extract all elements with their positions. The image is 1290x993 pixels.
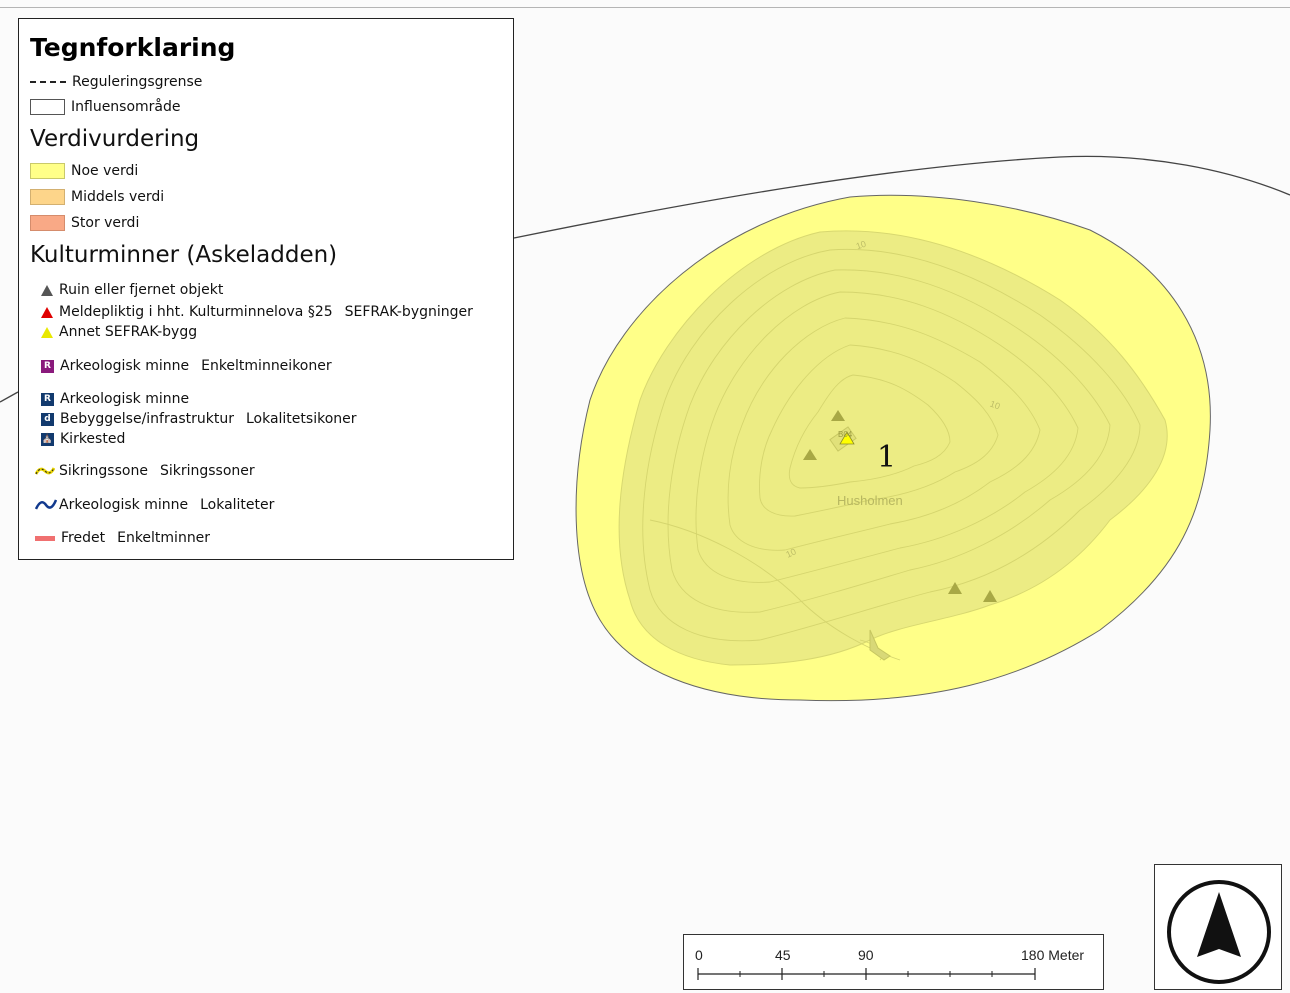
legend-panel: Tegnforklaring Reguleringsgrense Influen… (18, 18, 514, 560)
north-arrow-icon (1167, 880, 1271, 984)
legend-label: Bebyggelse/infrastruktur (60, 411, 234, 427)
legend-label: Meldepliktig i hht. Kulturminnelova §25 (59, 304, 333, 320)
legend-row-sikringssone: Sikringssone Sikringssoner (35, 463, 255, 479)
legend-label: Arkeologisk minne (60, 358, 190, 374)
legend-label: Noe verdi (71, 163, 139, 179)
site-number-label: 1 (877, 440, 897, 475)
ruin-marker-4 (983, 590, 997, 602)
legend-group-label: Lokalitetsikoner (245, 411, 357, 427)
yellow-triangle-icon (41, 326, 53, 338)
legend-label: Sikringssone (59, 463, 148, 479)
outline-swatch-icon (30, 99, 65, 115)
legend-label: Middels verdi (71, 189, 165, 205)
legend-label: Ruin eller fjernet objekt (59, 282, 224, 298)
legend-row-ruin: Ruin eller fjernet objekt (41, 282, 223, 298)
building-blue-icon: d (41, 412, 54, 426)
legend-group-label: Sikringssoner (159, 463, 255, 479)
legend-label: Reguleringsgrense (72, 74, 203, 90)
legend-group-label: Lokaliteter (200, 497, 275, 513)
legend-label: Arkeologisk minne (59, 497, 189, 513)
legend-row-arkeologisk-lokaliteter: Arkeologisk minne Lokaliteter (35, 497, 274, 513)
legend-label: Stor verdi (71, 215, 140, 231)
red-triangle-icon (41, 306, 53, 318)
legend-row-noe-verdi: Noe verdi (30, 163, 138, 179)
legend-section-kulturminner: Kulturminner (Askeladden) (30, 242, 338, 268)
legend-row-fredet: Fredet Enkeltminner (35, 530, 210, 546)
map-frame-top (0, 7, 1290, 8)
pier (869, 629, 891, 661)
scale-ruler (697, 968, 1036, 980)
church-blue-icon: ⛪ (41, 432, 54, 446)
legend-row-bebyggelse: d Bebyggelse/infrastruktur Lokalitetsiko… (41, 411, 357, 427)
legend-section-verdivurdering: Verdivurdering (30, 126, 200, 152)
red-bar-icon (35, 535, 55, 541)
legend-row-influensomrade: Influensområde (30, 99, 181, 115)
scale-label: 90 (858, 947, 874, 963)
archaeology-purple-icon: R (41, 359, 54, 373)
scale-label: 45 (775, 947, 791, 963)
legend-label: Arkeologisk minne (60, 391, 190, 407)
legend-group-label: Enkeltminneikoner (201, 358, 332, 374)
legend-label: Annet SEFRAK-bygg (59, 324, 198, 340)
legend-row-reguleringsgrense: Reguleringsgrense (30, 74, 202, 90)
legend-row-arkeologisk-enkeltminne: R Arkeologisk minne Enkeltminneikoner (41, 358, 332, 374)
legend-label: Influensområde (71, 99, 181, 115)
scale-label: 0 (695, 947, 703, 963)
legend-row-arkeologisk-lokalitet: R Arkeologisk minne (41, 391, 189, 407)
scale-label: 180 Meter (1021, 947, 1085, 963)
archaeology-blue-icon: R (41, 392, 54, 406)
boundary-line (513, 155, 1290, 239)
sikringssone-line-icon (35, 467, 55, 475)
ruin-marker-2 (803, 449, 817, 460)
legend-row-meldepliktig: Meldepliktig i hht. Kulturminnelova §25 … (41, 304, 473, 320)
sefrak-marker (839, 431, 855, 445)
boundary-line-left (0, 391, 19, 403)
legend-group-label: SEFRAK-bygninger (344, 304, 473, 320)
legend-row-annet-sefrak: Annet SEFRAK-bygg (41, 324, 197, 340)
legend-title: Tegnforklaring (30, 33, 236, 62)
scale-bar: 0 45 90 180 Meter (683, 934, 1104, 990)
orange-swatch-icon (30, 189, 65, 205)
legend-row-kirkested: ⛪ Kirkested (41, 431, 125, 447)
gray-triangle-icon (41, 284, 53, 296)
north-arrow (1154, 864, 1282, 990)
yellow-swatch-icon (30, 163, 65, 179)
island-husholmen (618, 230, 1168, 666)
building-label: B04 (838, 430, 853, 439)
place-name-label: Husholmen (837, 493, 903, 508)
ruin-marker-3 (948, 582, 962, 594)
legend-group-label: Enkeltminner (117, 530, 211, 546)
salmon-swatch-icon (30, 215, 65, 231)
legend-row-middels-verdi: Middels verdi (30, 189, 164, 205)
wave-line-icon (35, 499, 57, 510)
contour-lines (642, 248, 1141, 661)
legend-label: Fredet (61, 530, 106, 546)
legend-label: Kirkested (60, 431, 126, 447)
legend-row-stor-verdi: Stor verdi (30, 215, 139, 231)
dashed-line-icon (30, 81, 66, 83)
ruin-marker-1 (831, 410, 845, 421)
